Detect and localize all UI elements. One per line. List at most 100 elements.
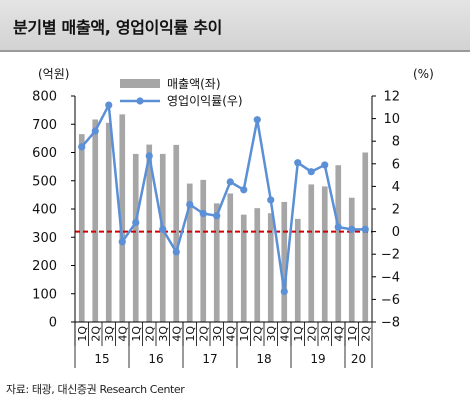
quarter-tick-label: 3Q [157,326,170,342]
quarter-tick-label: 3Q [265,326,278,342]
quarter-tick-label: 2Q [197,326,210,342]
left-tick-label: 0 [49,316,57,331]
sales-bar-2 [92,119,99,322]
right-tick-label: −4 [381,270,400,285]
legend-line-label: 영업이익률(우) [167,94,243,108]
quarter-tick-label: 4Q [116,326,129,342]
left-tick-label: 700 [32,118,57,133]
quarter-tick-label: 2Q [89,326,102,342]
margin-point-20 [334,223,342,231]
left-axis-unit: (억원) [38,67,69,81]
quarter-tick-label: 4Q [170,326,183,342]
quarter-tick-label: 1Q [238,326,251,342]
quarter-tick-label: 3Q [103,326,116,342]
legend-line-marker [136,97,144,105]
quarter-tick-label: 1Q [346,326,359,342]
sales-bar-10 [200,179,207,322]
quarter-tick-label: 1Q [184,326,197,342]
margin-point-21 [348,225,356,233]
margin-point-19 [321,161,329,169]
right-tick-label: 8 [392,135,400,150]
right-axis-unit: (%) [413,67,434,81]
sales-bar-7 [159,153,166,322]
sales-bar-14 [254,208,261,322]
quarter-tick-label: 3Q [319,326,332,342]
bar-series [78,114,369,322]
right-tick-label: 4 [392,180,400,195]
legend-bar-label: 매출액(좌) [167,77,221,91]
year-label-18: 18 [256,352,271,366]
quarter-tick-label: 1Q [130,326,143,342]
margin-point-12 [226,178,234,186]
quarter-tick-label: 4Q [278,326,291,342]
margin-point-13 [240,186,248,194]
line-series [78,101,369,296]
sales-bar-19 [321,186,328,322]
margin-point-10 [199,209,207,218]
sales-bar-12 [227,193,234,322]
margin-point-14 [253,116,261,124]
margin-point-5 [132,218,140,227]
right-tick-label: 12 [383,90,400,105]
left-tick-label: 300 [32,231,57,246]
left-tick-label: 400 [32,203,57,218]
margin-point-1 [78,143,86,151]
right-tick-label: −2 [381,248,400,263]
margin-point-6 [145,152,153,160]
margin-point-22 [361,225,369,233]
year-label-16: 16 [148,352,163,366]
right-tick-label: −8 [381,316,400,331]
sales-bar-20 [335,165,342,322]
year-label-15: 15 [94,352,109,366]
margin-point-17 [294,159,302,167]
margin-point-2 [91,127,99,135]
sales-bar-5 [132,153,139,322]
margin-point-18 [307,168,315,176]
quarter-tick-label: 1Q [292,326,305,342]
header-rule [0,50,470,52]
left-tick-label: 600 [32,146,57,161]
sales-bar-4 [119,114,126,322]
sales-bar-21 [348,197,355,322]
sales-bar-17 [294,218,301,322]
legend: 매출액(좌) 영업이익률(우) [120,77,243,108]
chart-title: 분기별 매출액, 영업이익률 추이 [13,18,223,37]
combo-chart: 8007006005004003002001000121086420−2−4−6… [32,67,434,368]
sales-bar-11 [213,203,220,322]
margin-point-9 [186,200,194,209]
left-tick-label: 200 [32,259,57,274]
margin-point-16 [280,287,288,296]
quarter-tick-label: 3Q [211,326,224,342]
header-bar: 분기별 매출액, 영업이익률 추이 [0,0,470,52]
sales-bar-8 [173,144,180,322]
right-tick-label: 2 [392,203,400,218]
quarter-tick-label: 4Q [332,326,345,342]
right-tick-label: 10 [383,112,400,127]
sales-bar-18 [308,184,315,322]
margin-point-11 [213,212,221,220]
sales-bar-16 [281,201,288,322]
margin-point-7 [159,225,167,233]
quarter-tick-label: 2Q [143,326,156,342]
margin-point-4 [118,238,126,246]
quarter-tick-label: 2Q [359,326,372,342]
sales-bar-15 [267,213,274,322]
right-tick-label: −6 [381,293,400,308]
quarter-tick-label: 4Q [224,326,237,342]
axes: 8007006005004003002001000121086420−2−4−6… [32,67,434,368]
sales-bar-13 [240,214,247,322]
sales-bar-22 [362,152,369,322]
sales-bar-1 [78,134,85,322]
year-label-19: 19 [310,352,325,366]
margin-line [80,103,366,293]
left-tick-label: 500 [32,174,57,189]
source-note: 자료: 태광, 대신증권 Research Center [6,383,185,396]
left-tick-label: 100 [32,287,57,302]
legend-bar-swatch [120,79,160,88]
right-tick-label: 0 [392,225,400,240]
margin-point-8 [172,248,180,256]
sales-bar-3 [105,122,112,322]
sales-bar-9 [186,183,193,322]
quarter-tick-label: 2Q [251,326,264,342]
quarter-tick-label: 2Q [305,326,318,342]
